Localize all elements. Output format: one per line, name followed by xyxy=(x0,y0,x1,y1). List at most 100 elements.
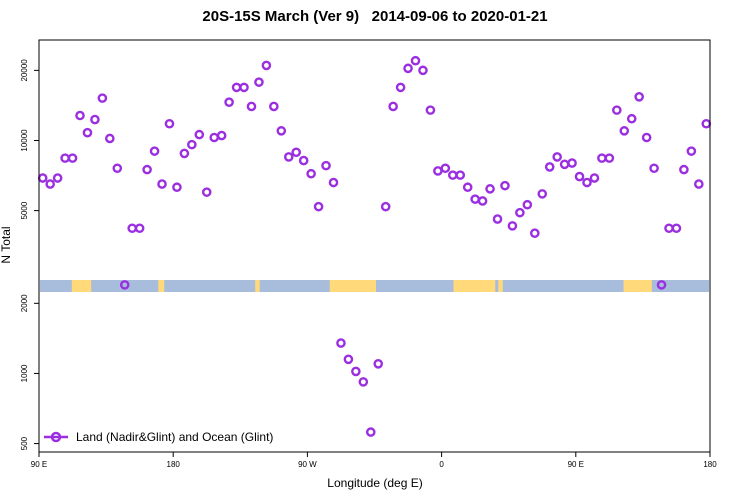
data-point xyxy=(37,173,48,183)
data-point xyxy=(179,148,190,159)
data-point xyxy=(470,194,480,204)
data-point xyxy=(172,182,182,193)
y-tick-label: 1000 xyxy=(20,364,29,382)
data-point xyxy=(82,127,93,138)
data-point xyxy=(254,77,264,87)
data-point xyxy=(75,110,85,121)
legend: Land (Nadir&Glint) and Ocean (Glint) xyxy=(44,430,273,444)
land-ocean-band xyxy=(40,280,709,292)
data-point xyxy=(395,82,406,93)
data-point xyxy=(582,177,592,188)
data-point xyxy=(45,179,55,189)
x-tick-label: 0 xyxy=(439,460,444,469)
data-point xyxy=(612,105,622,115)
data-point xyxy=(544,162,555,172)
y-tick-label: 5000 xyxy=(20,201,29,219)
y-tick-label: 500 xyxy=(20,436,29,450)
data-point xyxy=(291,147,302,158)
data-point xyxy=(507,221,518,231)
data-point xyxy=(52,173,63,183)
land-segment xyxy=(255,280,260,292)
data-point xyxy=(418,65,428,76)
data-point xyxy=(97,93,108,103)
land-segment xyxy=(623,280,652,292)
data-point xyxy=(589,173,600,183)
data-point xyxy=(276,126,287,136)
data-point xyxy=(149,146,160,156)
data-point xyxy=(485,184,495,194)
data-point xyxy=(157,179,167,189)
data-point xyxy=(60,153,70,163)
x-tick-label: 90 W xyxy=(298,460,317,469)
data-point xyxy=(306,168,316,179)
legend-marker xyxy=(50,431,62,443)
data-point xyxy=(626,113,637,124)
data-point xyxy=(313,201,324,212)
data-point xyxy=(686,146,697,156)
legend-label: Land (Nadir&Glint) and Ocean (Glint) xyxy=(76,430,273,444)
data-point xyxy=(567,158,577,168)
land-segment xyxy=(498,280,503,292)
data-point xyxy=(671,223,682,234)
data-point xyxy=(119,280,130,290)
data-point xyxy=(209,132,220,143)
land-segment xyxy=(329,280,376,292)
land-segment xyxy=(158,280,165,292)
data-point xyxy=(224,97,234,108)
x-axis-title: Longitude (deg E) xyxy=(327,476,422,490)
data-point xyxy=(358,377,369,387)
plot-frame xyxy=(38,39,711,453)
x-tick-label: 90 E xyxy=(568,460,584,469)
data-point xyxy=(619,126,630,136)
x-tick-label: 180 xyxy=(703,460,717,469)
y-tick-label: 20000 xyxy=(20,59,29,82)
y-axis: 500 1000 2000 5000 10000 20000 xyxy=(20,59,39,450)
data-point xyxy=(641,132,652,143)
data-point xyxy=(701,118,712,129)
data-point xyxy=(127,223,137,234)
data-point xyxy=(492,214,503,224)
data-point xyxy=(410,55,421,66)
data-point xyxy=(351,366,361,377)
data-point xyxy=(604,153,615,163)
data-point xyxy=(336,338,346,348)
data-point xyxy=(261,60,272,71)
data-point xyxy=(529,228,540,238)
data-point xyxy=(462,182,473,193)
data-point xyxy=(164,118,175,129)
x-tick-label: 180 xyxy=(167,460,181,469)
data-point xyxy=(656,280,667,290)
data-point xyxy=(321,160,331,171)
data-point xyxy=(187,139,197,150)
y-tick-label: 10000 xyxy=(20,129,29,152)
data-point xyxy=(142,164,152,175)
data-point xyxy=(216,130,227,141)
data-point xyxy=(67,153,78,163)
data-point xyxy=(134,223,145,234)
data-point xyxy=(365,427,376,437)
data-point xyxy=(649,163,659,174)
data-point xyxy=(552,152,562,162)
data-point xyxy=(194,129,205,140)
y-tick-label: 2000 xyxy=(20,294,29,312)
y-axis-title: N Total xyxy=(0,226,13,263)
data-point xyxy=(515,207,525,218)
land-segment xyxy=(71,280,92,292)
data-point xyxy=(574,171,585,182)
data-point xyxy=(298,155,309,166)
data-point xyxy=(373,358,384,369)
data-point xyxy=(597,153,607,163)
data-point xyxy=(440,163,451,174)
data-point xyxy=(694,179,704,189)
data-point xyxy=(90,114,100,125)
data-point xyxy=(231,82,242,93)
data-point xyxy=(380,201,391,212)
data-point xyxy=(269,101,279,112)
data-point xyxy=(433,166,443,176)
data-point xyxy=(388,101,398,112)
data-point xyxy=(283,152,294,162)
data-point xyxy=(477,196,488,206)
data-point xyxy=(105,133,115,144)
data-point xyxy=(343,354,354,365)
x-axis: 90 E 180 90 W 0 90 E 180 xyxy=(31,452,717,469)
